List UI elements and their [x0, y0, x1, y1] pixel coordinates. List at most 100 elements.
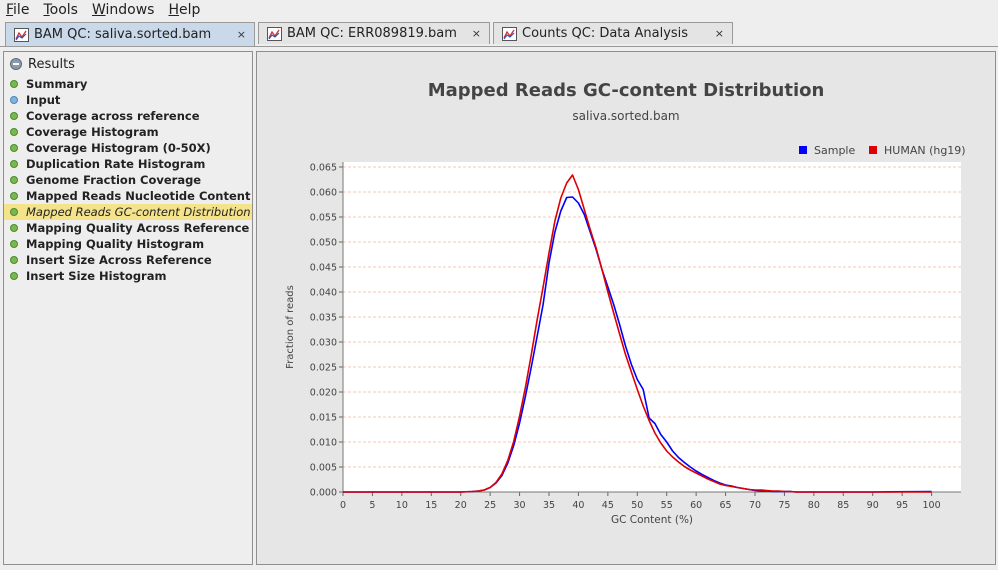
chart-icon — [502, 26, 517, 41]
results-tree: Summary Input Coverage across reference … — [4, 76, 252, 284]
y-tick-label: 0.060 — [310, 188, 337, 199]
series-line-human-hg19 — [343, 174, 932, 493]
results-header-label: Results — [28, 56, 75, 72]
tree-item-mapped-reads-gc-content-distribution[interactable]: Mapped Reads GC-content Distribution — [4, 204, 252, 220]
green-dot-icon — [10, 144, 18, 152]
tab-counts-qc[interactable]: Counts QC: Data Analysis × — [493, 22, 733, 44]
green-dot-icon — [10, 192, 18, 200]
x-tick-label: 15 — [425, 500, 437, 511]
x-tick-label: 25 — [484, 500, 496, 511]
menu-help[interactable]: Help — [162, 0, 208, 20]
gc-content-chart: 0.000 0.005 0.010 0.015 0.020 0.025 0.030 0.035… — [285, 144, 966, 526]
menu-help-mnemonic: H — [168, 2, 180, 18]
close-icon[interactable]: × — [471, 27, 481, 40]
close-icon[interactable]: × — [236, 28, 246, 41]
tree-item-mapped-reads-nucleotide-content[interactable]: Mapped Reads Nucleotide Content — [4, 188, 252, 204]
x-tick-label: 40 — [572, 500, 584, 511]
tree-item-label: Summary — [26, 77, 88, 91]
y-tick-label: 0.025 — [310, 363, 337, 374]
y-tick-label: 0.035 — [310, 313, 337, 324]
tree-item-label: Insert Size Across Reference — [26, 253, 212, 267]
menu-windows-mnemonic: W — [91, 2, 106, 18]
tab-strip: BAM QC: saliva.sorted.bam × BAM QC: ERR0… — [0, 22, 998, 47]
x-tick-label: 70 — [749, 500, 761, 511]
tree-item-label: Duplication Rate Histogram — [26, 157, 206, 171]
y-axis-label: Fraction of reads — [285, 285, 296, 369]
x-tick-label: 55 — [661, 500, 673, 511]
menu-file-mnemonic: F — [6, 2, 14, 18]
green-dot-icon — [10, 112, 18, 120]
green-dot-icon — [10, 160, 18, 168]
tree-item-label: Mapping Quality Across Reference — [26, 221, 250, 235]
y-tick-label: 0.020 — [310, 388, 337, 399]
x-tick-label: 45 — [602, 500, 614, 511]
x-tick-label: 5 — [369, 500, 375, 511]
tab-bamqc-err089819[interactable]: BAM QC: ERR089819.bam × — [258, 22, 490, 44]
tree-item-coverage-histogram[interactable]: Coverage Histogram — [4, 124, 252, 140]
chart-title: Mapped Reads GC-content Distribution — [427, 80, 825, 101]
tree-item-label: Input — [26, 93, 61, 107]
tab-label: BAM QC: saliva.sorted.bam — [34, 27, 212, 42]
legend-swatch-sample — [799, 146, 807, 154]
x-tick-label: 95 — [896, 500, 908, 511]
tree-item-label: Coverage across reference — [26, 109, 200, 123]
green-dot-icon — [10, 128, 18, 136]
green-dot-icon — [10, 224, 18, 232]
legend-label-sample: Sample — [814, 144, 855, 157]
menu-bar: File Tools Windows Help — [0, 0, 998, 20]
tree-item-label: Insert Size Histogram — [26, 269, 167, 283]
tab-label: Counts QC: Data Analysis — [522, 26, 689, 41]
y-tick-label: 0.040 — [310, 288, 337, 299]
tree-item-insert-size-histogram[interactable]: Insert Size Histogram — [4, 268, 252, 284]
x-tick-label: 60 — [690, 500, 702, 511]
x-tick-label: 50 — [631, 500, 643, 511]
menu-windows[interactable]: Windows — [86, 0, 163, 20]
tab-bamqc-saliva[interactable]: BAM QC: saliva.sorted.bam × — [5, 22, 255, 46]
green-dot-icon — [10, 176, 18, 184]
tree-item-label: Mapping Quality Histogram — [26, 237, 205, 251]
tree-item-genome-fraction-coverage[interactable]: Genome Fraction Coverage — [4, 172, 252, 188]
close-icon[interactable]: × — [714, 27, 724, 40]
results-header[interactable]: Results — [10, 56, 75, 72]
tree-item-label: Genome Fraction Coverage — [26, 173, 202, 187]
green-dot-icon — [10, 208, 18, 216]
y-tick-label: 0.030 — [310, 338, 337, 349]
tree-item-coverage-across-reference[interactable]: Coverage across reference — [4, 108, 252, 124]
chart-subtitle: saliva.sorted.bam — [572, 109, 680, 123]
green-dot-icon — [10, 80, 18, 88]
y-tick-label: 0.015 — [310, 413, 337, 424]
chart-panel: Mapped Reads GC-content Distribution sal… — [256, 51, 996, 565]
x-axis-label: GC Content (%) — [611, 514, 693, 526]
y-tick-label: 0.005 — [310, 463, 337, 474]
x-tick-label: 75 — [778, 500, 790, 511]
tab-label: BAM QC: ERR089819.bam — [287, 26, 457, 41]
green-dot-icon — [10, 256, 18, 264]
blue-dot-icon — [10, 96, 18, 104]
menu-tools[interactable]: Tools — [37, 0, 86, 20]
tree-item-label: Coverage Histogram — [26, 125, 159, 139]
tree-item-coverage-histogram-0-50x[interactable]: Coverage Histogram (0-50X) — [4, 140, 252, 156]
tree-item-duplication-rate-histogram[interactable]: Duplication Rate Histogram — [4, 156, 252, 172]
tree-item-insert-size-across-reference[interactable]: Insert Size Across Reference — [4, 252, 252, 268]
collapse-icon[interactable] — [10, 58, 22, 70]
y-tick-label: 0.000 — [310, 488, 337, 499]
tree-item-input[interactable]: Input — [4, 92, 252, 108]
chart-icon — [267, 26, 282, 41]
x-tick-label: 90 — [867, 500, 879, 511]
tree-item-label: Mapped Reads Nucleotide Content — [26, 189, 251, 203]
tree-item-label: Coverage Histogram (0-50X) — [26, 141, 211, 155]
tree-item-mapping-quality-across-reference[interactable]: Mapping Quality Across Reference — [4, 220, 252, 236]
menu-windows-label: indows — [105, 2, 155, 18]
x-tick-label: 30 — [514, 500, 526, 511]
x-tick-label: 85 — [837, 500, 849, 511]
tree-item-summary[interactable]: Summary — [4, 76, 252, 92]
menu-file[interactable]: File — [0, 0, 37, 20]
y-tick-label: 0.065 — [310, 163, 337, 174]
x-tick-label: 65 — [720, 500, 732, 511]
x-tick-label: 20 — [455, 500, 467, 511]
series-line-sample — [343, 196, 932, 493]
x-tick-label: 0 — [340, 500, 346, 511]
x-tick-label: 35 — [543, 500, 555, 511]
green-dot-icon — [10, 272, 18, 280]
tree-item-mapping-quality-histogram[interactable]: Mapping Quality Histogram — [4, 236, 252, 252]
